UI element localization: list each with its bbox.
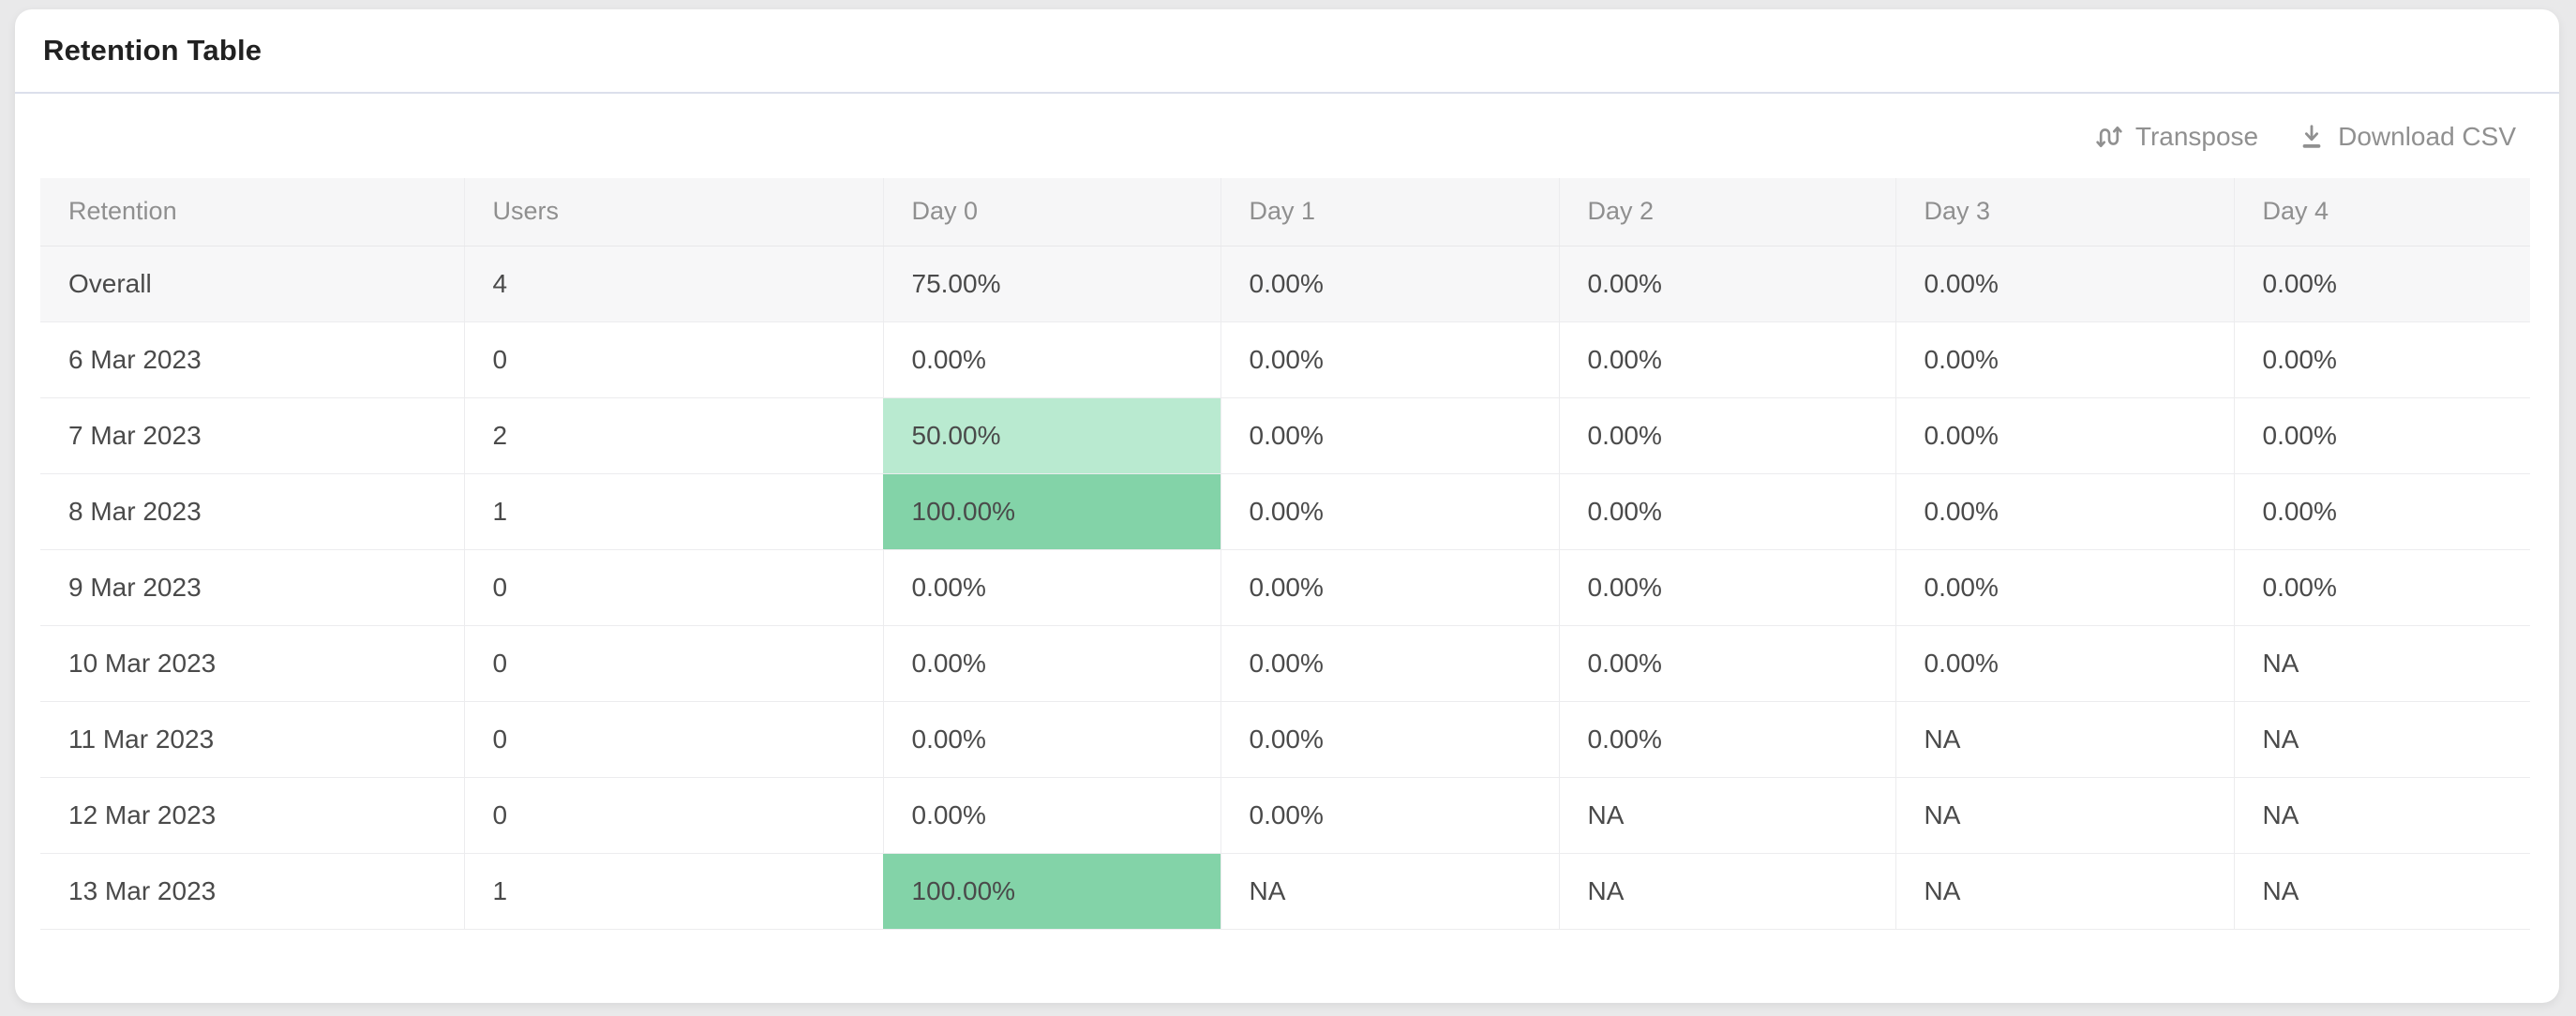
table-header-row: Retention Users Day 0 Day 1 Day 2 Day 3 Day 4 <box>40 178 2530 247</box>
value-cell: 0.00% <box>882 777 1221 854</box>
value-cell: 0.00% <box>1558 549 1895 626</box>
row-label-cell: 10 Mar 2023 <box>40 625 464 702</box>
value-cell: 0.00% <box>1895 397 2234 474</box>
value-cell: 4 <box>463 246 883 322</box>
value-cell: NA <box>1558 777 1895 854</box>
column-header-day-0: Day 0 <box>882 178 1221 247</box>
value-cell: 0.00% <box>1895 625 2234 702</box>
row-label-cell: 13 Mar 2023 <box>40 853 464 930</box>
value-cell: 0.00% <box>1558 473 1895 550</box>
row-label-cell: 7 Mar 2023 <box>40 397 464 474</box>
value-cell: NA <box>2233 777 2530 854</box>
value-cell: 0 <box>463 625 883 702</box>
value-cell: 0 <box>463 321 883 398</box>
value-cell: 0.00% <box>1220 397 1559 474</box>
value-cell: 0.00% <box>1220 625 1559 702</box>
value-cell: NA <box>1895 853 2234 930</box>
value-cell: 0.00% <box>2233 397 2530 474</box>
value-cell: 0.00% <box>1220 549 1559 626</box>
value-cell: NA <box>2233 701 2530 778</box>
value-cell: 0.00% <box>882 701 1221 778</box>
value-cell: 100.00% <box>882 853 1221 930</box>
value-cell: 0.00% <box>1895 473 2234 550</box>
value-cell: 0.00% <box>2233 549 2530 626</box>
value-cell: 2 <box>463 397 883 474</box>
value-cell: 75.00% <box>882 246 1221 322</box>
row-label-cell: Overall <box>40 246 464 322</box>
table-row: 13 Mar 2023 1 100.00% NA NA NA NA <box>40 853 2530 930</box>
value-cell: 0.00% <box>2233 246 2530 322</box>
download-icon <box>2298 123 2326 151</box>
table-row: 10 Mar 2023 0 0.00% 0.00% 0.00% 0.00% NA <box>40 625 2530 702</box>
table-container: Retention Users Day 0 Day 1 Day 2 Day 3 Day 4 … <box>15 178 2559 930</box>
page-title: Retention Table <box>43 34 262 67</box>
value-cell: 0 <box>463 777 883 854</box>
value-cell: NA <box>2233 625 2530 702</box>
table-row: 6 Mar 2023 0 0.00% 0.00% 0.00% 0.00% 0.00% <box>40 321 2530 398</box>
value-cell: 0.00% <box>1220 701 1559 778</box>
value-cell: 0.00% <box>2233 321 2530 398</box>
retention-table: Retention Users Day 0 Day 1 Day 2 Day 3 Day 4 … <box>40 178 2530 930</box>
value-cell: 1 <box>463 853 883 930</box>
value-cell: 0.00% <box>882 321 1221 398</box>
row-label-cell: 12 Mar 2023 <box>40 777 464 854</box>
retention-table-card: Retention Table Transpose Download C <box>15 9 2559 1003</box>
value-cell: 0.00% <box>882 625 1221 702</box>
value-cell: NA <box>1895 777 2234 854</box>
value-cell: NA <box>1895 701 2234 778</box>
row-label-cell: 6 Mar 2023 <box>40 321 464 398</box>
download-csv-button[interactable]: Download CSV <box>2298 122 2516 152</box>
value-cell: 0 <box>463 549 883 626</box>
row-label-cell: 8 Mar 2023 <box>40 473 464 550</box>
column-header-day-1: Day 1 <box>1220 178 1559 247</box>
value-cell: 100.00% <box>882 473 1221 550</box>
value-cell: 0.00% <box>1895 246 2234 322</box>
column-header-day-3: Day 3 <box>1895 178 2234 247</box>
value-cell: 50.00% <box>882 397 1221 474</box>
column-header-day-4: Day 4 <box>2233 178 2530 247</box>
value-cell: 0 <box>463 701 883 778</box>
toolbar: Transpose Download CSV <box>15 96 2559 178</box>
column-header-retention: Retention <box>40 178 464 247</box>
column-header-day-2: Day 2 <box>1558 178 1895 247</box>
value-cell: 0.00% <box>1558 246 1895 322</box>
card-header: Retention Table <box>15 9 2559 94</box>
value-cell: NA <box>1220 853 1559 930</box>
value-cell: NA <box>2233 853 2530 930</box>
download-csv-button-label: Download CSV <box>2338 122 2516 151</box>
column-header-users: Users <box>463 178 883 247</box>
value-cell: 0.00% <box>1558 321 1895 398</box>
transpose-button[interactable]: Transpose <box>2095 122 2258 152</box>
value-cell: 0.00% <box>882 549 1221 626</box>
value-cell: 0.00% <box>1895 549 2234 626</box>
table-row: Overall 4 75.00% 0.00% 0.00% 0.00% 0.00% <box>40 246 2530 322</box>
value-cell: 0.00% <box>1220 321 1559 398</box>
table-row: 7 Mar 2023 2 50.00% 0.00% 0.00% 0.00% 0.00% <box>40 397 2530 474</box>
table-row: 11 Mar 2023 0 0.00% 0.00% 0.00% NA NA <box>40 701 2530 778</box>
table-row: 8 Mar 2023 1 100.00% 0.00% 0.00% 0.00% 0.00% <box>40 473 2530 550</box>
value-cell: 0.00% <box>1220 246 1559 322</box>
table-row: 12 Mar 2023 0 0.00% 0.00% NA NA NA <box>40 777 2530 854</box>
table-body: Overall 4 75.00% 0.00% 0.00% 0.00% 0.00% 6 Mar … <box>40 246 2530 930</box>
table-row: 9 Mar 2023 0 0.00% 0.00% 0.00% 0.00% 0.00% <box>40 549 2530 626</box>
row-label-cell: 11 Mar 2023 <box>40 701 464 778</box>
transpose-icon <box>2095 123 2123 151</box>
value-cell: 0.00% <box>1220 473 1559 550</box>
value-cell: 0.00% <box>1558 625 1895 702</box>
value-cell: 0.00% <box>2233 473 2530 550</box>
value-cell: 0.00% <box>1895 321 2234 398</box>
value-cell: 1 <box>463 473 883 550</box>
value-cell: 0.00% <box>1558 701 1895 778</box>
value-cell: 0.00% <box>1558 397 1895 474</box>
value-cell: 0.00% <box>1220 777 1559 854</box>
row-label-cell: 9 Mar 2023 <box>40 549 464 626</box>
value-cell: NA <box>1558 853 1895 930</box>
transpose-button-label: Transpose <box>2134 122 2259 151</box>
